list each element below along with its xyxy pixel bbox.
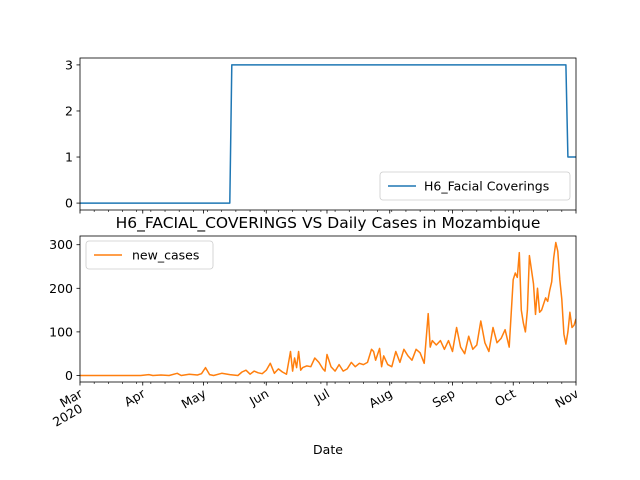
bottom-y-tick-label: 200 <box>49 281 73 296</box>
bottom-y-tick-label: 300 <box>49 237 73 252</box>
top-y-tick-label: 3 <box>65 57 73 72</box>
top-legend-box <box>379 171 571 201</box>
chart-title: H6_FACIAL_COVERINGS VS Daily Cases in Mo… <box>116 214 541 233</box>
bottom-legend-label: new_cases <box>132 248 199 263</box>
series-line-h6-facial-coverings <box>80 64 576 204</box>
top-y-tick-label: 0 <box>65 196 73 211</box>
bottom-y-ticks: 0 100 200 300 <box>49 237 80 383</box>
x-tick-label: Jul <box>311 386 332 407</box>
top-y-tick-label: 2 <box>65 103 73 118</box>
top-legend: H6_Facial Coverings <box>379 171 571 201</box>
bottom-y-tick-label: 100 <box>49 324 73 339</box>
bottom-legend: new_cases <box>85 240 214 270</box>
top-chart: 0 1 2 3 H6_Facial Coverings <box>65 57 577 214</box>
top-axes-frame <box>79 57 577 211</box>
bottom-y-tick-label: 0 <box>65 368 73 383</box>
top-legend-label: H6_Facial Coverings <box>424 179 549 194</box>
top-y-ticks: 0 1 2 3 <box>65 57 80 211</box>
bottom-chart: H6_FACIAL_COVERINGS VS Daily Cases in Mo… <box>49 214 581 457</box>
series-line-new-cases <box>80 241 576 377</box>
top-y-tick-label: 1 <box>65 150 73 165</box>
x-axis-label: Date <box>313 442 343 457</box>
bottom-axes-frame <box>79 235 577 383</box>
bottom-legend-box <box>85 240 214 270</box>
